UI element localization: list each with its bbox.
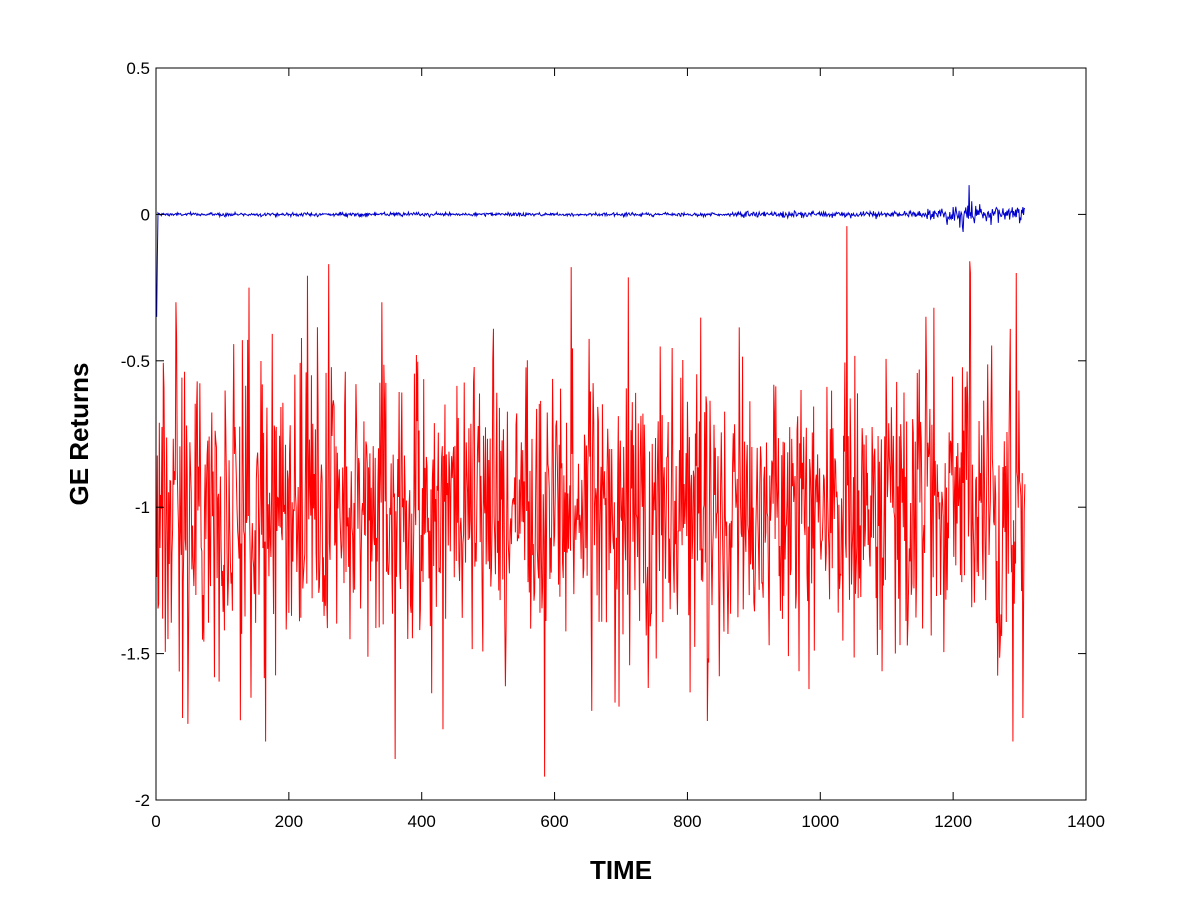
series-line-2	[156, 226, 1026, 777]
y-tick-label: -1.5	[121, 645, 150, 664]
x-tick-label: 1000	[801, 812, 839, 831]
x-tick-label: 0	[151, 812, 160, 831]
y-tick-label: -0.5	[121, 352, 150, 371]
x-tick-label: 200	[275, 812, 303, 831]
axes: 0 200 400 600 800 1000 1200 1400 0.5 0 -0.5 -1 -1.5 -…	[121, 59, 1105, 831]
series-line-1	[156, 185, 1025, 317]
y-tick-label: -1	[135, 498, 150, 517]
x-tick-label: 1400	[1067, 812, 1105, 831]
x-tick-label: 1200	[934, 812, 972, 831]
y-tick-label: -2	[135, 791, 150, 810]
y-axis-title: GE Returns	[64, 362, 94, 505]
y-tick-label: 0	[141, 205, 150, 224]
x-tick-label: 600	[540, 812, 568, 831]
y-tick-label: 0.5	[126, 59, 150, 78]
x-tick-label: 400	[408, 812, 436, 831]
x-axis-title: TIME	[590, 855, 652, 885]
axes-frame	[155, 67, 1087, 801]
plot-area	[156, 185, 1026, 777]
x-tick-label: 800	[673, 812, 701, 831]
